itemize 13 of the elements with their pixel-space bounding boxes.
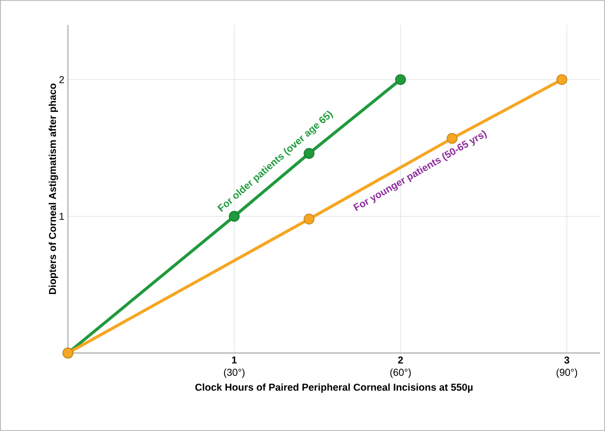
point (228, 210, 240, 222)
x-axis-title: Clock Hours of Paired Peripheral Corneal Incisions at 550µ (195, 383, 473, 393)
y-axis-title: Diopters of Corneal Astigmatism after phaco (48, 84, 58, 294)
point (395, 74, 406, 86)
point (304, 148, 314, 159)
point (556, 74, 568, 86)
point (304, 214, 314, 224)
x-tick-label: 1 (232, 356, 237, 364)
x-tick-label: 3 (564, 356, 570, 364)
x2-tick-label: (30°) (224, 368, 244, 378)
x-tick-label: 2 (398, 356, 403, 364)
x2-tick-label: (90°) (556, 368, 578, 378)
x2-tick-label: (60°) (390, 368, 411, 378)
